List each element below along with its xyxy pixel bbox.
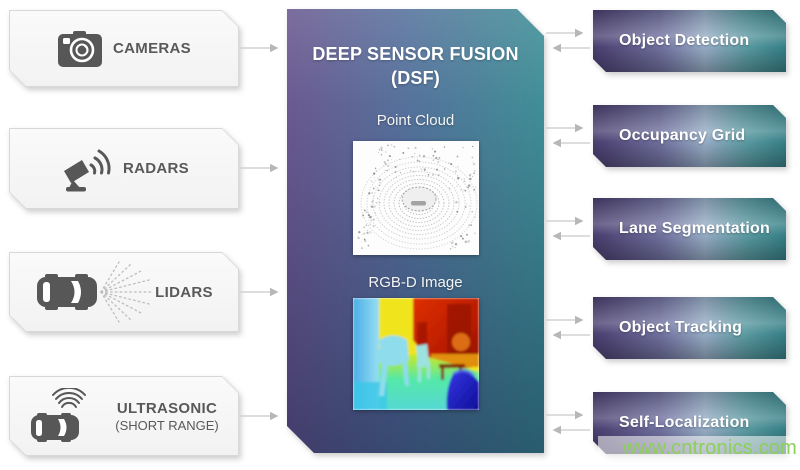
point-cloud-image <box>353 141 479 255</box>
camera-icon <box>57 30 103 68</box>
sensor-box-radars: RADARS <box>9 128 239 209</box>
arrow-self-localization-to-fusion <box>552 425 590 435</box>
sensor-label-lidars: LIDARS <box>155 283 213 301</box>
ultrasonic-car-icon <box>29 388 103 444</box>
watermark-strip: www.cntronics.com <box>598 436 800 461</box>
sensor-box-ultrasonic: ULTRASONIC (SHORT RANGE) <box>9 376 239 456</box>
arrow-lidars-to-fusion <box>240 287 279 297</box>
watermark-text: www.cntronics.com <box>622 437 797 459</box>
output-label-self-localization: Self-Localization <box>619 414 750 431</box>
radar-icon <box>59 145 113 193</box>
arrow-cameras-to-fusion <box>240 43 279 53</box>
sensor-label-cameras: CAMERAS <box>113 40 191 57</box>
rgbd-image <box>353 298 479 410</box>
arrow-radars-to-fusion <box>240 163 279 173</box>
arrow-ultrasonic-to-fusion <box>240 411 279 421</box>
fusion-title: DEEP SENSOR FUSION (DSF) <box>312 42 518 91</box>
arrow-fusion-to-occupancy-grid <box>546 123 584 133</box>
output-box-lane-segmentation: Lane Segmentation <box>593 198 786 260</box>
arrow-fusion-to-object-tracking <box>546 315 584 325</box>
output-box-object-tracking: Object Tracking <box>593 297 786 359</box>
output-box-occupancy-grid: Occupancy Grid <box>593 105 786 167</box>
output-box-object-detection: Object Detection <box>593 10 786 72</box>
sensor-label-radars: RADARS <box>123 160 189 177</box>
output-label-occupancy-grid: Occupancy Grid <box>619 127 746 144</box>
lidar-car-icon <box>35 261 153 323</box>
fusion-title-line2: (DSF) <box>391 68 440 89</box>
output-label-lane-segmentation: Lane Segmentation <box>619 220 770 237</box>
arrow-lane-segmentation-to-fusion <box>552 231 590 241</box>
fusion-box: DEEP SENSOR FUSION (DSF) Point Cloud <box>287 9 544 453</box>
arrow-fusion-to-object-detection <box>546 28 584 38</box>
sensor-sublabel-ultrasonic: (SHORT RANGE) <box>115 417 219 433</box>
arrow-fusion-to-self-localization <box>546 410 584 420</box>
output-label-object-detection: Object Detection <box>619 32 750 49</box>
arrow-object-detection-to-fusion <box>552 43 590 53</box>
arrow-object-tracking-to-fusion <box>552 330 590 340</box>
sensor-label-ultrasonic: ULTRASONIC <box>116 399 218 417</box>
rgbd-label: RGB-D Image <box>368 273 463 291</box>
arrow-fusion-to-lane-segmentation <box>546 216 584 226</box>
arrow-occupancy-grid-to-fusion <box>552 138 590 148</box>
sensor-box-cameras: CAMERAS <box>9 10 239 87</box>
fusion-title-line1: DEEP SENSOR FUSION <box>312 44 519 64</box>
output-label-object-tracking: Object Tracking <box>619 319 743 336</box>
point-cloud-label: Point Cloud <box>376 111 455 129</box>
sensor-box-lidars: LIDARS <box>9 252 239 332</box>
